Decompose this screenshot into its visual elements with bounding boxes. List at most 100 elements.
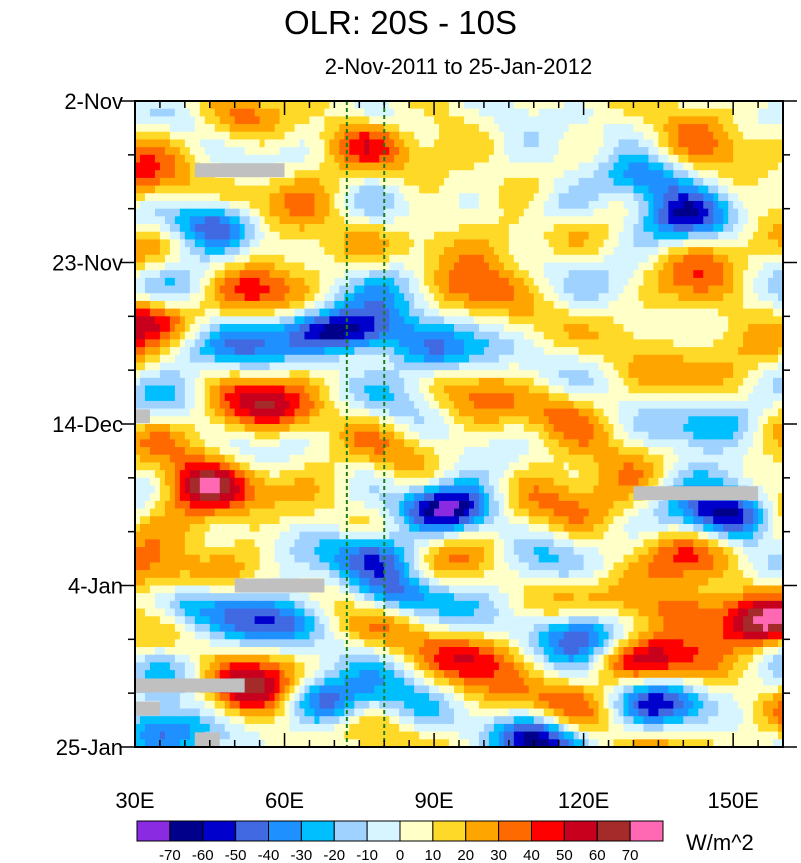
field-cell (523, 216, 530, 225)
field-cell (588, 216, 595, 225)
field-cell (713, 331, 719, 340)
field-cell (663, 108, 669, 117)
field-cell (593, 254, 600, 264)
field-cell (733, 170, 739, 179)
field-cell (144, 331, 151, 340)
field-cell (329, 331, 335, 340)
field-cell (573, 147, 580, 156)
field-cell (613, 347, 620, 356)
field-cell (708, 354, 714, 364)
field-cell (354, 285, 360, 294)
field-cell (748, 254, 754, 264)
field-cell (269, 239, 276, 248)
field-cell (588, 331, 595, 340)
field-cell (648, 316, 654, 325)
field-cell (144, 270, 151, 279)
field-cell (508, 224, 515, 233)
field-cell (593, 262, 600, 271)
field-cell (638, 193, 645, 202)
field-cell (718, 300, 724, 310)
field-cell (643, 208, 650, 217)
field-cell (648, 185, 654, 194)
field-cell (169, 370, 176, 379)
field-cell (284, 316, 291, 325)
field-cell (324, 277, 330, 287)
field-cell (508, 270, 515, 279)
field-cell (224, 324, 231, 333)
field-cell (389, 108, 395, 117)
field-cell (264, 339, 271, 348)
field-cell (234, 316, 241, 325)
field-cell (493, 254, 500, 264)
field-cell (194, 270, 201, 279)
field-cell (758, 139, 764, 148)
field-cell (638, 362, 645, 371)
field-cell (638, 300, 645, 310)
field-cell (463, 308, 470, 317)
field-cell (498, 208, 505, 217)
field-cell (379, 162, 385, 171)
field-cell (548, 131, 555, 141)
field-cell (553, 370, 560, 379)
field-cell (194, 347, 201, 356)
field-cell (763, 293, 769, 302)
field-cell (224, 231, 231, 241)
field-cell (244, 362, 251, 371)
field-cell (513, 324, 520, 333)
field-cell (748, 362, 754, 371)
field-cell (598, 331, 605, 340)
field-cell (778, 285, 783, 294)
field-cell (459, 347, 465, 356)
field-cell (748, 101, 754, 110)
field-cell (638, 377, 645, 387)
field-cell (294, 247, 301, 256)
field-cell (738, 300, 744, 310)
field-cell (668, 124, 674, 133)
field-cell (154, 116, 161, 125)
field-cell (379, 116, 385, 125)
field-cell (688, 147, 694, 156)
field-cell (588, 254, 595, 264)
field-cell (164, 239, 171, 248)
field-cell (194, 377, 201, 387)
field-cell (219, 124, 226, 133)
field-cell (184, 354, 191, 364)
field-cell (773, 124, 779, 133)
field-cell (424, 216, 430, 225)
field-cell (349, 101, 355, 110)
field-cell (184, 277, 191, 287)
field-cell (284, 377, 291, 387)
field-cell (389, 185, 395, 194)
field-cell (728, 131, 734, 141)
field-cell (613, 377, 620, 387)
field-cell (254, 362, 261, 371)
field-cell (543, 231, 550, 241)
field-cell (374, 354, 380, 364)
field-cell (618, 170, 625, 179)
field-cell (154, 170, 161, 179)
field-cell (324, 385, 330, 394)
field-cell (483, 185, 490, 194)
field-cell (239, 108, 246, 117)
field-cell (139, 200, 146, 210)
field-cell (643, 293, 650, 302)
field-cell (493, 316, 500, 325)
field-cell (583, 216, 590, 225)
field-cell (763, 177, 769, 187)
field-cell (324, 101, 330, 110)
field-cell (394, 339, 400, 348)
field-cell (488, 277, 495, 287)
field-cell (429, 262, 435, 271)
field-cell (184, 254, 191, 264)
field-cell (743, 101, 749, 110)
field-cell (513, 116, 520, 125)
field-cell (683, 316, 689, 325)
field-cell (454, 208, 460, 217)
field-cell (229, 124, 236, 133)
field-cell (219, 131, 226, 141)
field-cell (703, 185, 709, 194)
field-cell (528, 370, 535, 379)
field-cell (444, 216, 450, 225)
field-cell (284, 339, 291, 348)
field-cell (214, 239, 221, 248)
